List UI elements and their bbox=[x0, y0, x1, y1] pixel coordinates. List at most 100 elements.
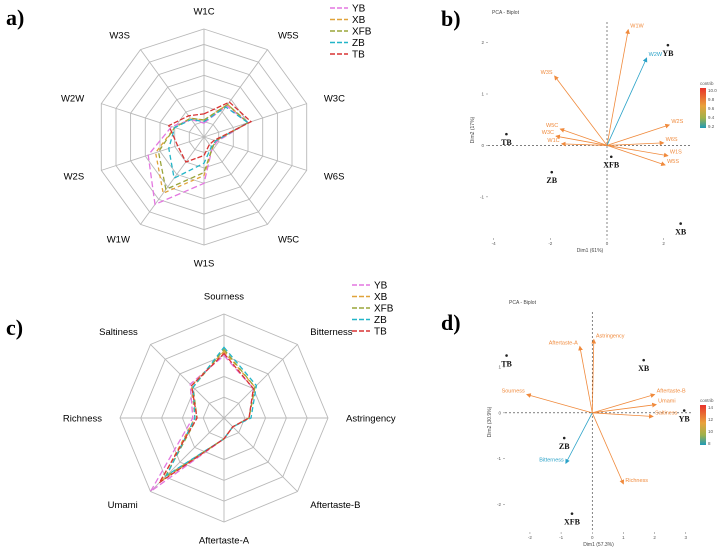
loading-vector bbox=[606, 145, 666, 166]
y-tick-label: 0 bbox=[498, 410, 501, 415]
sample-label: XFB bbox=[603, 161, 620, 170]
sample-point bbox=[562, 436, 566, 440]
axis-label: Umami bbox=[108, 500, 138, 511]
loading-vector bbox=[592, 412, 654, 419]
loading-vector bbox=[526, 393, 593, 414]
vector-label: Astringency bbox=[596, 334, 625, 340]
colorbar bbox=[700, 405, 706, 445]
vector-label: W5C bbox=[546, 123, 558, 129]
axis-label: W1W bbox=[107, 234, 130, 245]
loading-vector bbox=[565, 412, 593, 464]
colorbar bbox=[700, 88, 706, 128]
axis-label: W2S bbox=[64, 171, 85, 182]
grid-spoke bbox=[101, 103, 205, 138]
vector-label: Sourness bbox=[502, 389, 525, 395]
sample-label: TB bbox=[501, 360, 512, 369]
y-axis-label: Dim2 (17%) bbox=[470, 116, 476, 143]
grid-spoke bbox=[140, 136, 205, 225]
colorbar-tick: 10.0 bbox=[708, 88, 717, 93]
y-tick-label: -1 bbox=[480, 194, 484, 199]
legend-label-XB: XB bbox=[374, 292, 388, 303]
y-tick-label: 1 bbox=[481, 92, 484, 97]
sample-label: YB bbox=[662, 49, 674, 58]
sample-label: YB bbox=[679, 415, 691, 424]
biplot-b: b) PCA - Biplot -4 -2 0 2 -1 0 1 2 Dim1 (61%) Dim2 … bbox=[441, 6, 717, 254]
series-line-XFB bbox=[157, 103, 250, 191]
series-line-ZB bbox=[168, 106, 250, 180]
sample-point bbox=[642, 358, 645, 362]
x-tick-label: 3 bbox=[685, 535, 688, 540]
y-tick-label: -2 bbox=[497, 502, 501, 507]
x-tick-label: -2 bbox=[528, 535, 532, 540]
loading-vector bbox=[591, 338, 597, 413]
legend-label-YB: YB bbox=[352, 4, 366, 15]
vector-label: Bitterness bbox=[539, 457, 564, 463]
grid-spoke bbox=[140, 49, 205, 138]
loading-vector bbox=[606, 145, 669, 158]
legend-label-TB: TB bbox=[352, 50, 365, 61]
axis-label: Aftertaste-A bbox=[199, 536, 250, 547]
colorbar-tick: 9.2 bbox=[708, 124, 715, 129]
grid-spoke bbox=[150, 344, 225, 419]
sample-point bbox=[505, 354, 508, 357]
sample-label: ZB bbox=[559, 442, 570, 451]
x-tick-label: 2 bbox=[653, 535, 656, 540]
y-tick-label: 0 bbox=[481, 143, 484, 148]
grid-spoke bbox=[101, 136, 205, 171]
axis-label: W1S bbox=[194, 259, 215, 270]
loading-vector bbox=[554, 75, 608, 146]
grid-spoke bbox=[203, 136, 268, 225]
legend-title: contrib bbox=[700, 398, 714, 403]
y-tick-label: -1 bbox=[497, 456, 501, 461]
series-line-TB bbox=[167, 101, 253, 163]
colorbar-tick: 10 bbox=[708, 429, 714, 434]
vector-label: Saltiness bbox=[655, 411, 678, 417]
axis-label: W2W bbox=[61, 94, 84, 105]
sample-point bbox=[609, 155, 613, 159]
loading-vector bbox=[606, 140, 665, 146]
colorbar-tick: 9.6 bbox=[708, 106, 715, 111]
sample-label: TB bbox=[501, 138, 512, 147]
axis-label: Saltiness bbox=[99, 327, 138, 338]
vector-label: Aftertaste-B bbox=[657, 389, 686, 395]
x-axis-label: Dim1 (57.3%) bbox=[583, 542, 614, 548]
x-tick-label: 0 bbox=[591, 535, 594, 540]
x-tick-label: -4 bbox=[492, 241, 496, 246]
loading-vector bbox=[606, 28, 630, 146]
sample-point bbox=[570, 512, 574, 515]
vector-label: W2S bbox=[671, 119, 683, 125]
loading-vector bbox=[592, 393, 656, 414]
axis-label: Sourness bbox=[204, 292, 244, 303]
legend-label-XFB: XFB bbox=[374, 304, 394, 315]
y-axis-label: Dim2 (30.9%) bbox=[487, 406, 493, 437]
x-tick-label: -1 bbox=[559, 535, 563, 540]
loading-vector bbox=[555, 134, 608, 146]
vector-label: W1W bbox=[630, 24, 644, 30]
series-line-TB bbox=[158, 352, 255, 484]
axis-label: W5S bbox=[278, 31, 299, 42]
axis-label: Bitterness bbox=[310, 327, 352, 338]
sample-label: XFB bbox=[564, 518, 581, 527]
y-tick-label: 1 bbox=[498, 365, 501, 370]
legend-label-TB: TB bbox=[374, 327, 387, 338]
colorbar-tick: 14 bbox=[708, 405, 714, 410]
vector-label: W2W bbox=[649, 52, 663, 58]
vector-label: Aftertaste-A bbox=[549, 340, 578, 346]
sample-point bbox=[505, 132, 508, 136]
radar-chart-c: c) Sourness Bitterness Astringency Aftertast… bbox=[6, 281, 396, 547]
chart-title: PCA - Biplot bbox=[492, 10, 520, 16]
chart-title: PCA - Biplot bbox=[509, 300, 537, 306]
colorbar-tick: 9.4 bbox=[708, 115, 715, 120]
legend-label-ZB: ZB bbox=[352, 38, 365, 49]
vector-label: W6S bbox=[666, 137, 678, 143]
axis-label: W1C bbox=[193, 7, 214, 18]
vector-label: Umami bbox=[658, 399, 675, 405]
loading-vector bbox=[591, 412, 625, 485]
axis-label: W5C bbox=[278, 234, 299, 245]
x-tick-label: 2 bbox=[662, 241, 665, 246]
loading-vector bbox=[560, 141, 608, 147]
grid-spoke bbox=[223, 417, 298, 492]
